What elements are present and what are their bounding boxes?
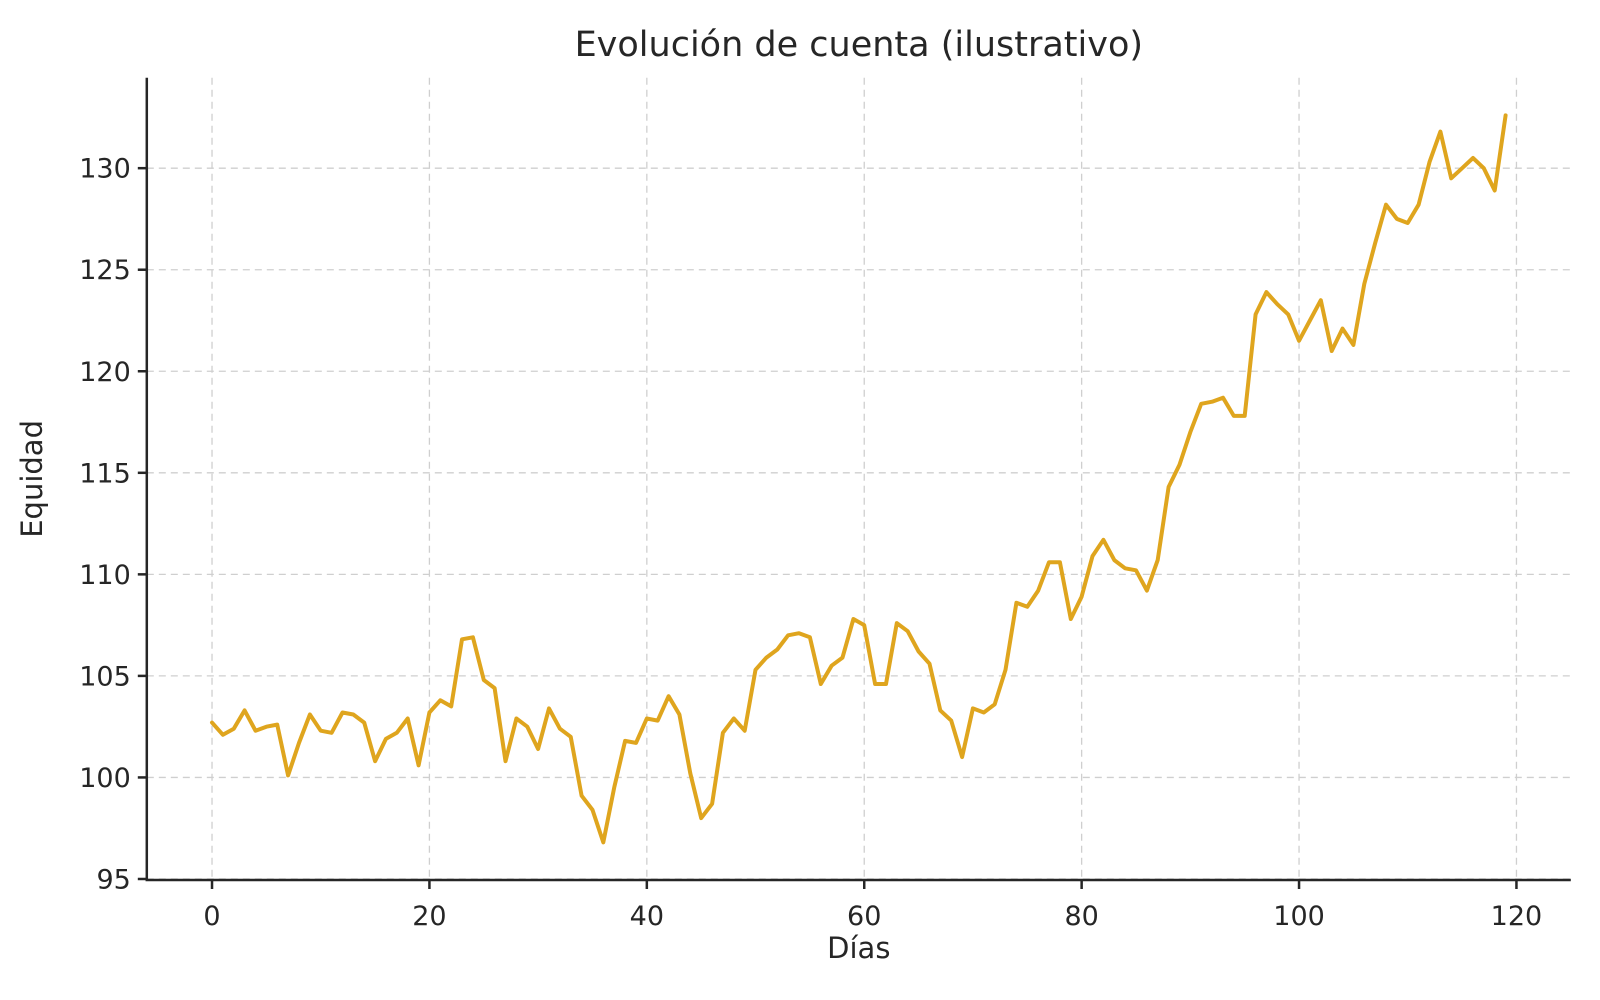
x-tick-label: 0 — [203, 901, 220, 932]
equity-line — [210, 113, 1508, 845]
x-tick-label: 100 — [1273, 901, 1325, 932]
y-tick-label: 110 — [79, 560, 131, 591]
y-axis-label: Equidad — [15, 420, 49, 538]
y-tick-label: 130 — [79, 154, 131, 185]
x-tick-label: 20 — [412, 901, 446, 932]
x-axis-label: Días — [827, 931, 890, 965]
x-tick-label: 120 — [1491, 901, 1543, 932]
chart-title: Evolución de cuenta (ilustrativo) — [575, 25, 1143, 65]
equity-line-series — [210, 113, 1508, 845]
axes — [145, 77, 1571, 882]
x-tick-label: 60 — [847, 901, 881, 932]
grid-lines — [146, 77, 1571, 880]
y-tick-label: 125 — [79, 255, 131, 286]
tick-marks — [137, 166, 1518, 889]
x-tick-label: 80 — [1064, 901, 1098, 932]
tick-labels: 0 20 40 60 80 100 120 95 100 105 110 115 120 125 130 — [79, 154, 1542, 932]
y-tick-label: 95 — [96, 864, 130, 895]
y-tick-label: 115 — [79, 458, 131, 489]
x-tick-label: 40 — [630, 901, 664, 932]
y-tick-label: 100 — [79, 763, 131, 794]
y-tick-label: 120 — [79, 357, 131, 388]
y-tick-label: 105 — [79, 661, 131, 692]
